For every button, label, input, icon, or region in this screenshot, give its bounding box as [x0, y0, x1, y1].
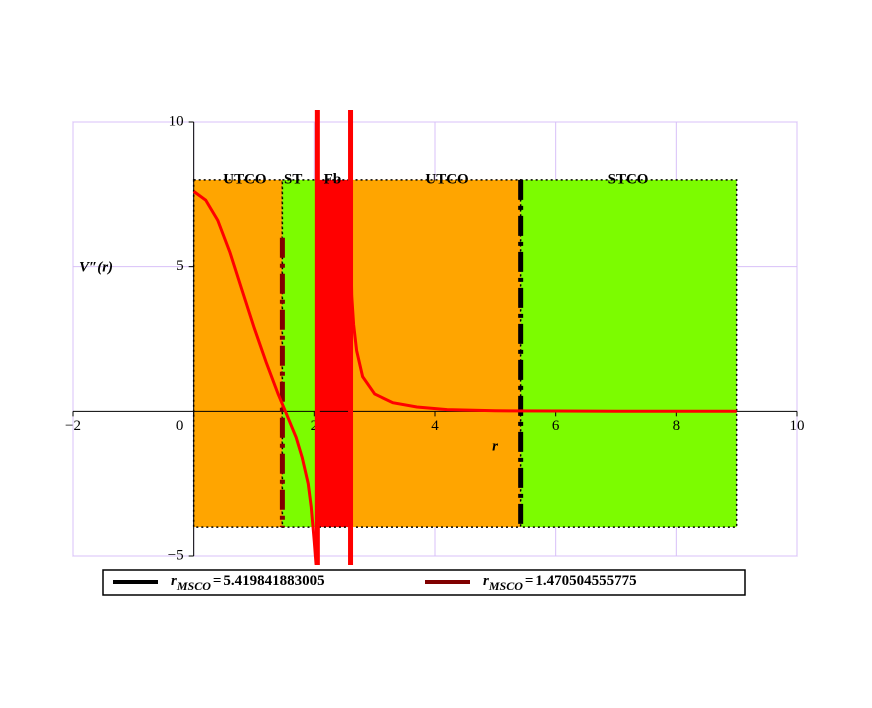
region-label: UTCO [425, 171, 468, 187]
curve [192, 190, 737, 565]
y-tick-label: −5 [168, 547, 184, 563]
legend-subscript: MSCO [176, 579, 211, 593]
legend-name: r [171, 573, 177, 589]
region-label: UTCO [223, 171, 266, 187]
x-tick-label: 8 [673, 418, 681, 434]
legend-value: 5.419841883005 [223, 573, 324, 589]
legend-name: r [483, 573, 489, 589]
y-axis-label: V″(r) [79, 259, 113, 275]
x-tick-label: −2 [65, 418, 81, 434]
legend-operator: = [525, 573, 534, 589]
legend-value: 1.470504555775 [535, 573, 636, 589]
region-label: Fb [324, 171, 342, 187]
x-tick-label: 2 [311, 418, 319, 434]
region-label: ST [284, 171, 302, 187]
legend-box [102, 569, 746, 596]
region [519, 179, 738, 528]
y-tick-label: 5 [176, 258, 184, 274]
legend-operator: = [213, 573, 222, 589]
y-tick-label: 10 [169, 113, 184, 129]
region [349, 179, 522, 528]
x-tick-label: 4 [431, 418, 439, 434]
region [281, 179, 319, 528]
x-tick-label: 10 [790, 418, 805, 434]
region [316, 179, 352, 528]
x-tick-label: 0 [176, 418, 184, 434]
legend-label: rMSCO = 5.419841883005 [171, 573, 325, 592]
legend-label: rMSCO = 1.470504555775 [483, 573, 637, 592]
legend-subscript: MSCO [488, 579, 523, 593]
x-axis-label: r [492, 438, 498, 454]
x-tick-label: 6 [552, 418, 560, 434]
region-label: STCO [608, 171, 649, 187]
region [192, 179, 284, 528]
